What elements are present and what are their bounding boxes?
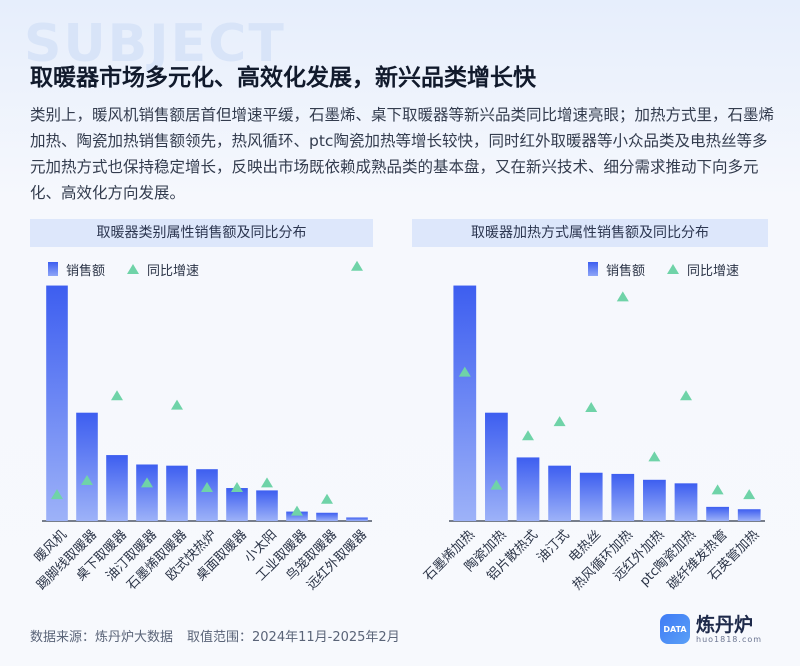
- logo-name: 炼丹炉: [696, 613, 754, 636]
- sales-bar: [196, 469, 218, 521]
- sales-bar: [226, 488, 248, 521]
- chart2-plot: 石墨烯加热陶瓷加热铝片散热式油汀式电热丝热风循环加热远红外加热ptc陶瓷加热碳纤…: [421, 285, 765, 593]
- growth-marker: [51, 489, 63, 500]
- chart1-plot: 暖风机踢脚线取暖器桌下取暖器油汀取暖器石墨烯取暖器欧式快热炉桌面取暖器小太阳工业…: [32, 260, 372, 593]
- growth-marker: [616, 291, 629, 302]
- growth-marker: [261, 477, 273, 488]
- legend-growth-label: 同比增速: [687, 263, 740, 279]
- legend-bar-icon: [588, 262, 598, 276]
- sales-bar: [316, 512, 338, 521]
- sales-bar: [674, 483, 698, 521]
- sales-bar: [548, 465, 571, 521]
- sales-bar: [516, 457, 540, 521]
- legend-sales-label: 销售额: [606, 263, 646, 279]
- legend-growth-label: 同比增速: [147, 263, 200, 279]
- sales-bar: [46, 285, 68, 521]
- growth-marker: [680, 390, 692, 401]
- growth-marker: [201, 482, 213, 493]
- growth-marker: [490, 479, 503, 490]
- chart1-legend: 销售额 同比增速: [48, 259, 199, 279]
- logo-url: huo1818.com: [696, 634, 763, 644]
- growth-marker: [743, 489, 756, 500]
- growth-marker: [458, 366, 471, 377]
- sales-bar: [453, 285, 477, 521]
- sales-bar: [256, 490, 278, 521]
- sales-bar: [346, 517, 368, 521]
- sales-bar: [136, 464, 158, 521]
- growth-marker: [522, 430, 534, 441]
- sales-bar: [579, 472, 603, 521]
- chart1-title: 取暖器类别属性销售额及同比分布: [30, 219, 373, 247]
- sales-bar: [643, 479, 666, 521]
- brand-logo: DATA 炼丹炉 huo1818.com: [660, 614, 762, 644]
- sales-bar: [485, 412, 508, 521]
- logo-badge-icon: DATA: [660, 614, 690, 644]
- sales-bar: [611, 473, 635, 521]
- legend-triangle-icon: [667, 264, 680, 274]
- sales-bar: [737, 509, 761, 521]
- sales-bar: [166, 465, 188, 521]
- growth-marker: [141, 477, 153, 488]
- growth-marker: [553, 416, 566, 427]
- footer-range: 取值范围：2024年11月-2025年2月: [187, 630, 400, 645]
- footer-source: 数据来源：炼丹炉大数据: [30, 630, 174, 645]
- legend-triangle-icon: [127, 264, 140, 274]
- growth-marker: [231, 482, 243, 493]
- growth-marker: [711, 484, 724, 495]
- growth-marker: [81, 474, 93, 485]
- growth-marker: [585, 401, 598, 412]
- footer: 数据来源：炼丹炉大数据 取值范围：2024年11月-2025年2月: [30, 626, 400, 645]
- sales-bar: [706, 506, 729, 521]
- page-title: 取暖器市场多元化、高效化发展，新兴品类增长快: [30, 65, 536, 91]
- growth-marker: [648, 451, 661, 462]
- growth-marker: [171, 399, 183, 410]
- page-description: 类别上，暖风机销售额居首但增速平缓，石墨烯、桌下取暖器等新兴品类同比增速亮眼；加…: [30, 106, 775, 202]
- growth-marker: [291, 505, 303, 516]
- growth-marker: [321, 493, 333, 504]
- background-watermark-word: SUBJECT: [24, 14, 286, 74]
- chart2-title: 取暖器加热方式属性销售额及同比分布: [412, 219, 768, 247]
- growth-marker: [111, 390, 123, 401]
- category-label: 油汀式: [534, 527, 572, 565]
- sales-bar: [286, 511, 308, 521]
- legend-bar-icon: [48, 262, 58, 276]
- sales-bar: [76, 412, 98, 521]
- growth-marker: [351, 260, 363, 271]
- sales-bar: [106, 455, 128, 521]
- chart2-legend: 销售额 同比增速: [588, 259, 739, 279]
- legend-sales-label: 销售额: [66, 263, 106, 279]
